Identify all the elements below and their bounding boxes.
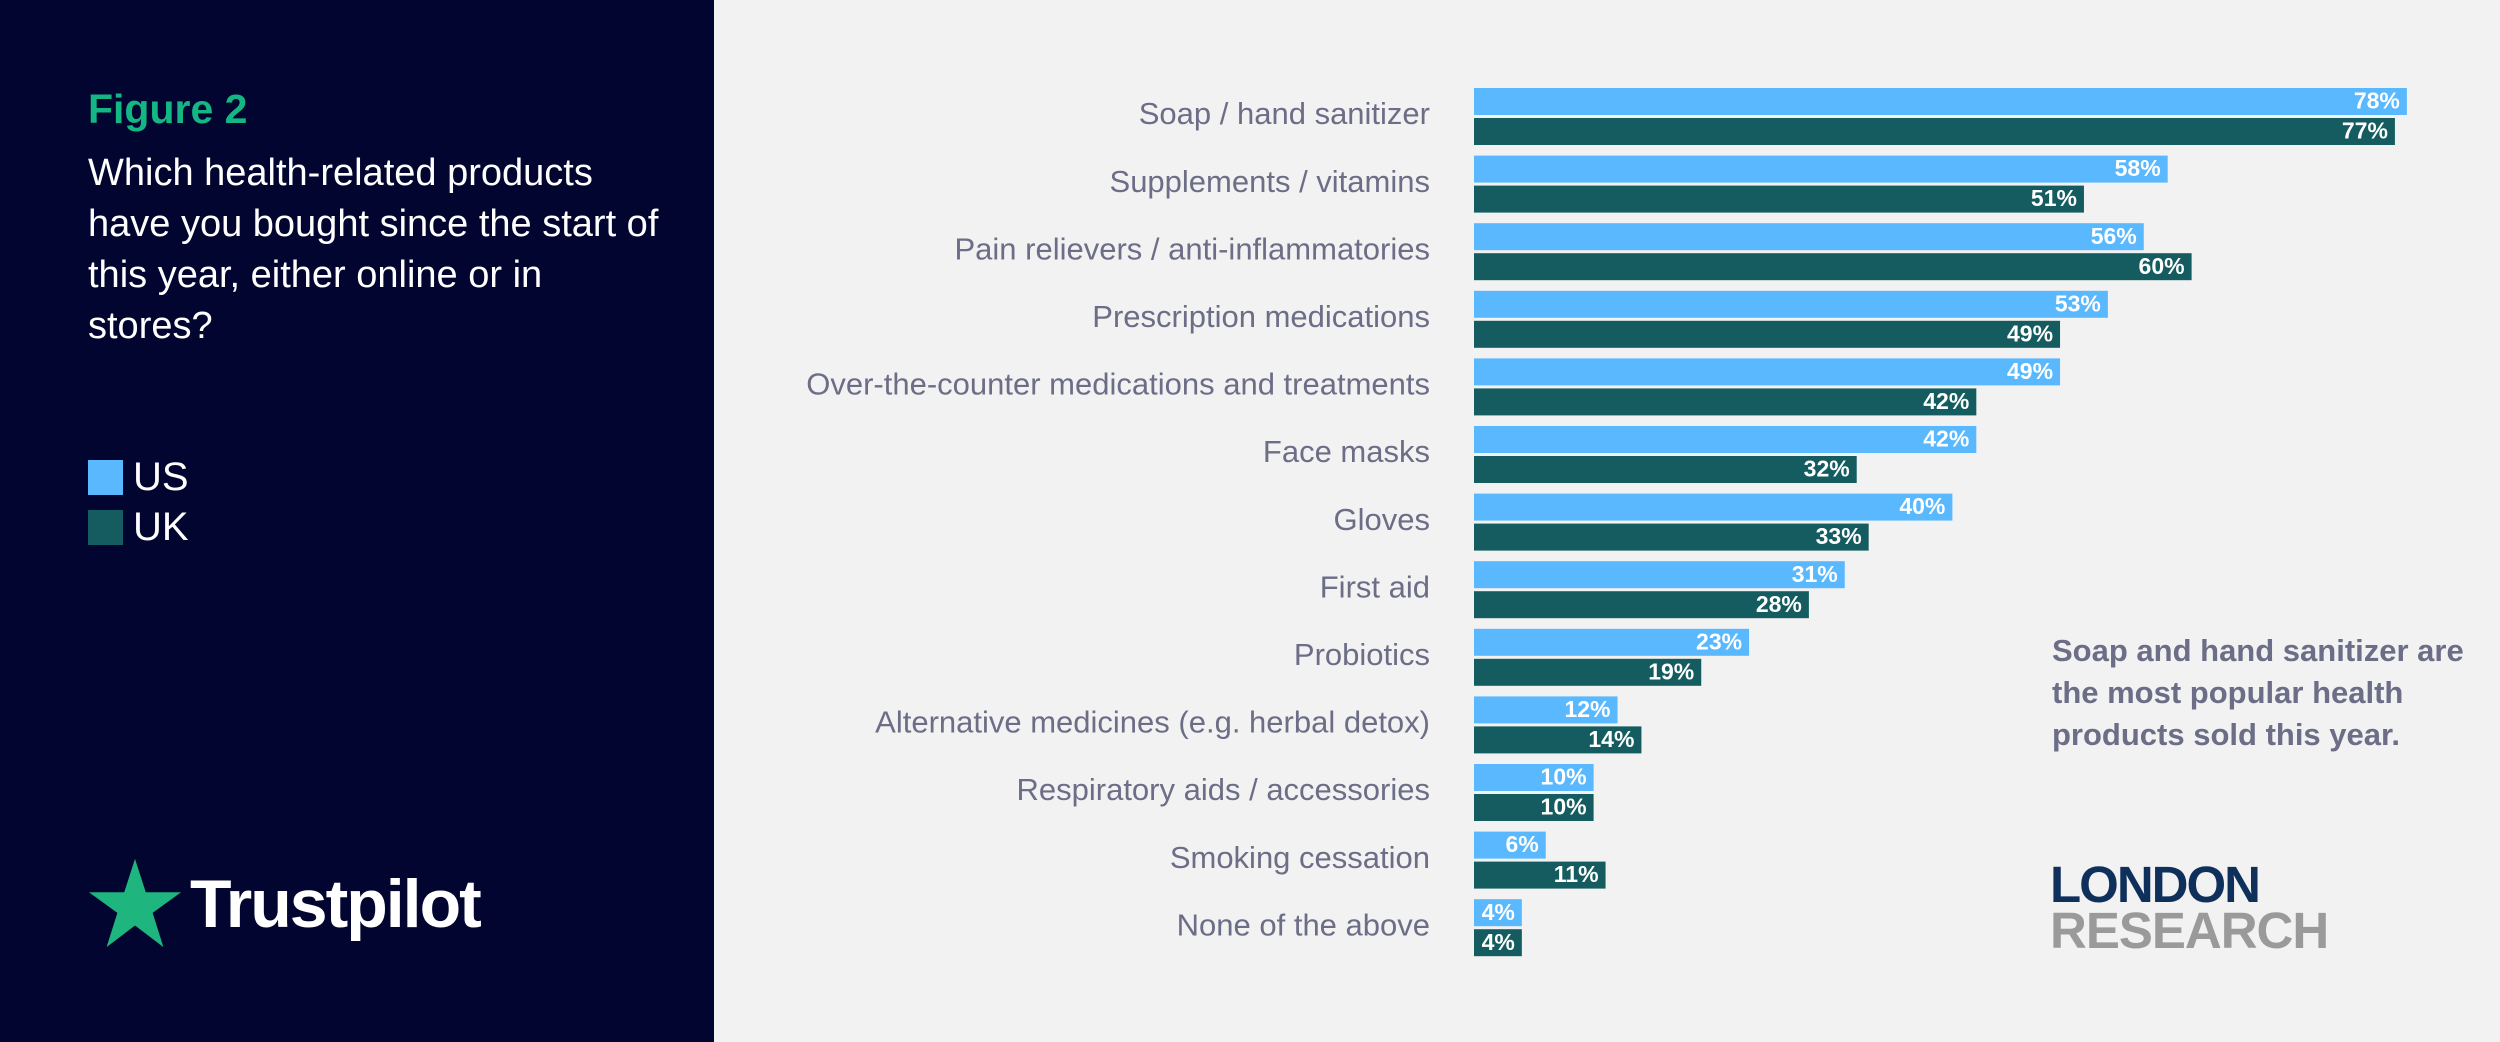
- trustpilot-logo: Trustpilot: [86, 855, 482, 953]
- left-panel: Figure 2 Which health-related products h…: [0, 0, 714, 1042]
- value-label-us-smoking-cessation: 6%: [1506, 831, 1539, 857]
- bar-uk-probiotics: [1474, 658, 1702, 686]
- star-icon: [88, 858, 182, 948]
- category-label-soap-hand-sanitizer: Soap / hand sanitizer: [1139, 96, 1430, 131]
- legend-item-uk: UK: [88, 502, 189, 552]
- question-title: Which health-related products have you b…: [88, 152, 659, 347]
- value-label-us-prescription-medications: 53%: [2055, 290, 2101, 316]
- category-label-probiotics: Probiotics: [1294, 637, 1430, 672]
- value-label-uk-supplements-vitamins: 51%: [2031, 185, 2077, 211]
- value-label-uk-prescription-medications: 49%: [2007, 320, 2053, 346]
- brand-line-1: LONDON: [2050, 856, 2261, 913]
- legend-label-us: US: [133, 454, 189, 499]
- value-label-us-pain-relievers-anti-inflammatories: 56%: [2091, 223, 2137, 249]
- bar-uk-alternative-medicines-e-g-herbal-detox: [1474, 726, 1642, 754]
- value-label-uk-alternative-medicines-e-g-herbal-detox: 14%: [1588, 726, 1634, 752]
- category-label-over-the-counter-medications-and-treatments: Over-the-counter medications and treatme…: [806, 367, 1430, 402]
- value-label-us-probiotics: 23%: [1696, 628, 1742, 654]
- bar-us-over-the-counter-medications-and-treatments: [1474, 358, 2061, 386]
- value-label-us-first-aid: 31%: [1792, 561, 1838, 587]
- trustpilot-wordmark: Trustpilot: [190, 866, 482, 942]
- bar-uk-face-masks: [1474, 456, 1857, 483]
- value-label-uk-pain-relievers-anti-inflammatories: 60%: [2139, 253, 2185, 279]
- annotation-text: Soap and hand sanitizer are the most pop…: [2052, 633, 2464, 752]
- value-label-us-over-the-counter-medications-and-treatments: 49%: [2007, 358, 2053, 384]
- brand-line-2: RESEARCH: [2050, 902, 2329, 959]
- value-label-uk-first-aid: 28%: [1756, 591, 1802, 617]
- value-label-uk-none-of-the-above: 4%: [1482, 929, 1515, 955]
- bar-uk-smoking-cessation: [1474, 861, 1606, 889]
- bar-us-smoking-cessation: [1474, 831, 1546, 859]
- bar-uk-soap-hand-sanitizer: [1474, 118, 2395, 145]
- bar-us-face-masks: [1474, 426, 1977, 453]
- category-label-prescription-medications: Prescription medications: [1092, 299, 1430, 334]
- value-label-uk-gloves: 33%: [1816, 523, 1862, 549]
- category-label-smoking-cessation: Smoking cessation: [1170, 840, 1430, 875]
- bar-chart: Soap / hand sanitizer 78% 77% Supplements /…: [806, 88, 2407, 957]
- london-research-logo: LONDON RESEARCH: [2050, 856, 2329, 959]
- value-label-us-face-masks: 42%: [1923, 426, 1969, 452]
- bar-us-prescription-medications: [1474, 290, 2108, 318]
- value-label-us-none-of-the-above: 4%: [1482, 899, 1515, 925]
- category-label-pain-relievers-anti-inflammatories: Pain relievers / anti-inflammatories: [954, 231, 1430, 266]
- bar-us-first-aid: [1474, 561, 1845, 589]
- category-label-face-masks: Face masks: [1263, 434, 1430, 469]
- category-label-none-of-the-above: None of the above: [1177, 907, 1430, 942]
- bar-us-none-of-the-above: [1474, 899, 1522, 927]
- value-label-us-respiratory-aids-accessories: 10%: [1541, 764, 1587, 790]
- bar-us-respiratory-aids-accessories: [1474, 764, 1594, 791]
- bar-uk-none-of-the-above: [1474, 929, 1522, 957]
- bar-us-alternative-medicines-e-g-herbal-detox: [1474, 696, 1618, 724]
- value-label-uk-smoking-cessation: 11%: [1554, 861, 1599, 887]
- bar-us-pain-relievers-anti-inflammatories: [1474, 223, 2144, 251]
- figure-label: Figure 2: [88, 86, 248, 132]
- bar-us-supplements-vitamins: [1474, 155, 2168, 183]
- category-label-first-aid: First aid: [1320, 569, 1430, 604]
- legend: US UK: [88, 452, 189, 552]
- value-label-uk-face-masks: 32%: [1804, 456, 1850, 482]
- value-label-us-alternative-medicines-e-g-herbal-detox: 12%: [1564, 696, 1610, 722]
- legend-swatch-uk: [88, 509, 123, 545]
- value-label-uk-soap-hand-sanitizer: 77%: [2342, 118, 2388, 144]
- bar-us-gloves: [1474, 493, 1953, 521]
- category-label-respiratory-aids-accessories: Respiratory aids / accessories: [1017, 772, 1431, 807]
- bar-uk-prescription-medications: [1474, 320, 2061, 348]
- bar-uk-first-aid: [1474, 591, 1809, 619]
- category-label-supplements-vitamins: Supplements / vitamins: [1110, 164, 1430, 199]
- legend-label-uk: UK: [133, 504, 189, 549]
- value-label-us-soap-hand-sanitizer: 78%: [2354, 88, 2400, 114]
- value-label-us-gloves: 40%: [1899, 493, 1945, 519]
- bar-uk-over-the-counter-medications-and-treatments: [1474, 388, 1977, 416]
- category-label-gloves: Gloves: [1334, 502, 1430, 537]
- bar-uk-supplements-vitamins: [1474, 185, 2084, 213]
- value-label-us-supplements-vitamins: 58%: [2115, 155, 2161, 181]
- bar-us-probiotics: [1474, 628, 1750, 656]
- legend-item-us: US: [88, 452, 189, 502]
- category-label-alternative-medicines-e-g-herbal-detox: Alternative medicines (e.g. herbal detox…: [875, 705, 1430, 740]
- value-label-uk-respiratory-aids-accessories: 10%: [1541, 794, 1587, 820]
- value-label-uk-probiotics: 19%: [1648, 658, 1694, 684]
- bar-uk-pain-relievers-anti-inflammatories: [1474, 253, 2192, 281]
- bar-uk-respiratory-aids-accessories: [1474, 794, 1594, 821]
- bar-uk-gloves: [1474, 523, 1869, 551]
- legend-swatch-us: [88, 459, 123, 495]
- value-label-uk-over-the-counter-medications-and-treatments: 42%: [1923, 388, 1969, 414]
- bar-us-soap-hand-sanitizer: [1474, 88, 2407, 115]
